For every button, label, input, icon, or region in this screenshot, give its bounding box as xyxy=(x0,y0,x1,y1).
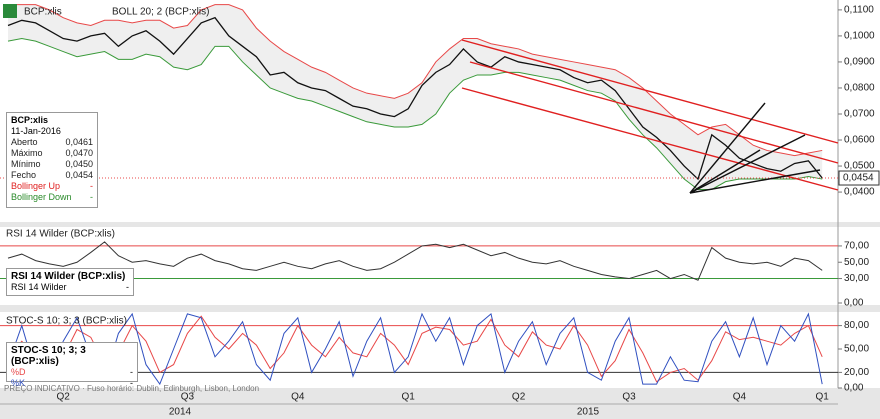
y-tick-label: 0,0400 xyxy=(844,187,875,198)
stoc-title: STOC-S 10; 3; 3 (BCP:xlis) xyxy=(6,316,127,327)
info-title: BCP:xlis xyxy=(11,115,49,125)
x-tick-label: Q3 xyxy=(181,392,195,403)
info-label: Máximo xyxy=(11,148,43,158)
symbol-icon[interactable] xyxy=(3,4,17,18)
info-rows: Aberto 0,0461 Máximo 0,0470 Mínimo 0,0450 Fech… xyxy=(11,137,93,203)
info-row: Fecho 0,0454 xyxy=(11,170,93,181)
rsi-legend: RSI 14 Wilder (BCP:xlis) RSI 14 Wilder - xyxy=(6,268,134,296)
fan-line xyxy=(689,102,766,194)
fan-line xyxy=(689,169,821,194)
info-label: Mínimo xyxy=(11,159,41,169)
info-label: Bollinger Up xyxy=(11,181,61,191)
last-price-label: 0,0454 xyxy=(843,173,874,184)
info-row: Mínimo 0,0450 xyxy=(11,159,93,170)
info-value: - xyxy=(90,181,93,191)
y-tick-label: 0,1000 xyxy=(844,31,875,42)
study-label: BOLL 20; 2 (BCP:xlis) xyxy=(112,7,209,18)
legend-title: STOC-S 10; 3; 3 (BCP:xlis) xyxy=(11,345,86,367)
info-row: Bollinger Up - xyxy=(11,181,93,192)
channel-line xyxy=(469,61,839,164)
info-row: Bollinger Down - xyxy=(11,192,93,203)
rsi-panel xyxy=(0,227,880,305)
series-line xyxy=(7,315,823,383)
stoc-legend: STOC-S 10; 3; 3 (BCP:xlis) %D - %K - xyxy=(6,342,138,388)
info-value: 0,0450 xyxy=(65,159,93,169)
y-tick-label: 0,0600 xyxy=(844,135,875,146)
x-tick-label: Q1 xyxy=(816,392,830,403)
symbol: BCP:xlis xyxy=(24,7,62,18)
fan-line xyxy=(689,149,761,194)
y-tick-label: 0,1100 xyxy=(844,5,874,16)
info-label: Aberto xyxy=(11,137,38,147)
fan-line xyxy=(689,134,806,194)
legend-entry: %K xyxy=(11,378,26,388)
y-tick-label: 0,0900 xyxy=(844,57,875,68)
info-value: - xyxy=(90,192,93,202)
legend-title: RSI 14 Wilder (BCP:xlis) xyxy=(11,271,126,282)
series-line xyxy=(8,4,823,157)
series-line xyxy=(7,241,823,281)
x-tick-label: Q1 xyxy=(402,392,416,403)
series-line xyxy=(7,38,823,190)
footer: PREÇO INDICATIVO · Fuso horário: Dublin,… xyxy=(4,384,259,393)
year-label: 2014 xyxy=(169,407,192,418)
y-tick-label: 50,00 xyxy=(844,344,869,355)
x-tick-label: Q2 xyxy=(57,392,71,403)
x-tick-label: Q3 xyxy=(622,392,636,403)
legend-value: - xyxy=(126,282,129,292)
x-tick-label: Q4 xyxy=(733,392,747,403)
y-tick-label: 20,00 xyxy=(844,367,869,378)
x-tick-label: Q4 xyxy=(291,392,305,403)
info-date: 11-Jan-2016 xyxy=(11,126,61,136)
info-label: Bollinger Down xyxy=(11,192,72,202)
y-tick-label: 0,0700 xyxy=(844,109,875,120)
x-tick-label: Q2 xyxy=(512,392,526,403)
info-value: 0,0454 xyxy=(65,170,93,180)
info-label: Fecho xyxy=(11,170,37,180)
series-line xyxy=(7,312,823,386)
series-line xyxy=(7,16,823,181)
y-tick-label: 0,0500 xyxy=(844,161,875,172)
info-value: 0,0470 xyxy=(65,148,93,158)
y-tick-label: 70,00 xyxy=(844,241,869,252)
y-tick-label: 0,0800 xyxy=(844,83,875,94)
legend-value: - xyxy=(130,367,133,377)
legend-value: - xyxy=(130,378,133,388)
info-row: Máximo 0,0470 xyxy=(11,148,93,159)
channel-line xyxy=(461,87,839,191)
legend-entry: %D xyxy=(11,367,26,377)
year-label: 2015 xyxy=(577,407,600,418)
stoc-panel xyxy=(0,312,880,388)
channel-line xyxy=(461,39,839,144)
y-tick-label: 80,00 xyxy=(844,320,869,331)
y-tick-label: 30,00 xyxy=(844,273,869,284)
y-tick-label: 0,00 xyxy=(844,298,864,309)
y-tick-label: 50,00 xyxy=(844,257,869,268)
last-price-box xyxy=(838,170,880,186)
info-row: Aberto 0,0461 xyxy=(11,137,93,148)
y-tick-label: 0,00 xyxy=(844,383,864,394)
legend-entry: RSI 14 Wilder xyxy=(11,282,67,292)
rsi-title: RSI 14 Wilder (BCP:xlis) xyxy=(6,229,115,240)
info-value: 0,0461 xyxy=(65,137,93,147)
info-box: BCP:xlis 11-Jan-2016 Aberto 0,0461 Máximo 0… xyxy=(6,112,98,208)
